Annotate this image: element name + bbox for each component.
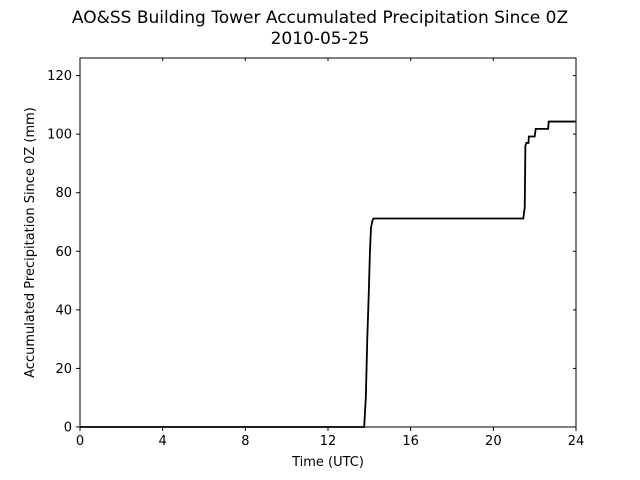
x-tick-label: 20: [485, 434, 502, 449]
y-tick-label: 60: [55, 245, 72, 260]
tick-group: 0 4 8 12 16 20 24 0 20 40 60 80 100 120: [47, 58, 584, 449]
x-tick-label: 12: [320, 434, 337, 449]
y-tick-label: 20: [55, 362, 72, 377]
plot-frame: [79, 57, 577, 428]
x-tick-label: 16: [402, 434, 419, 449]
y-tick-label: 120: [47, 69, 72, 84]
y-tick-label: 100: [47, 128, 72, 143]
x-tick-label: 8: [241, 434, 249, 449]
y-tick-label: 40: [55, 303, 72, 318]
precipitation-series-line: [80, 120, 576, 428]
y-axis-label: Accumulated Precipitation Since 0Z (mm): [23, 107, 38, 378]
y-tick-label: 0: [64, 421, 72, 436]
x-tick-label: 4: [159, 434, 167, 449]
chart-title: AO&SS Building Tower Accumulated Precipi…: [71, 8, 569, 28]
x-axis-label: Time (UTC): [291, 455, 364, 470]
series-group: [80, 120, 576, 428]
x-tick-label: 24: [568, 434, 585, 449]
x-tick-label: 0: [76, 434, 84, 449]
chart-subtitle: 2010-05-25: [270, 29, 370, 49]
y-tick-label: 80: [55, 186, 72, 201]
